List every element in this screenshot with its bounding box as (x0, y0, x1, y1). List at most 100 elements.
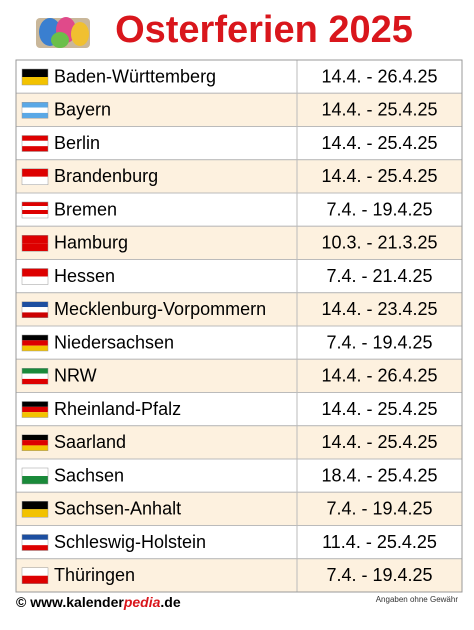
flag-stripe (22, 345, 48, 351)
state-name: Rheinland-Pfalz (54, 399, 181, 419)
state-flag (21, 334, 49, 352)
copyright: © www.kalenderpedia.de (16, 594, 181, 610)
holiday-dates: 18.4. - 25.4.25 (321, 465, 437, 485)
flag-stripe (22, 539, 48, 546)
flag-stripe (22, 406, 48, 413)
title: Osterferien 2025 (115, 9, 413, 51)
disclaimer: Angaben ohne Gewähr (376, 595, 459, 604)
flag-stripe (22, 373, 48, 379)
holiday-dates: 14.4. - 25.4.25 (321, 133, 437, 153)
flag-stripe (22, 307, 48, 313)
table-row (15, 92, 463, 127)
state-flag (21, 201, 49, 219)
flag-border (21, 534, 49, 551)
flag-stripe (22, 340, 48, 346)
flag-stripe (22, 135, 48, 141)
flag-stripe (22, 214, 48, 218)
state-flag (21, 467, 49, 485)
holiday-dates: 14.4. - 25.4.25 (321, 399, 437, 419)
holiday-dates: 14.4. - 25.4.25 (321, 100, 437, 120)
flag-stripe (22, 434, 48, 441)
flag-stripe (22, 412, 48, 418)
flag-stripe (22, 235, 48, 244)
flag-stripe (22, 440, 48, 446)
flag-stripe (22, 301, 48, 308)
flag-stripe (22, 545, 48, 551)
state-name: Saarland (54, 432, 126, 452)
state-flag (21, 102, 49, 119)
state-name: Mecklenburg-Vorpommern (54, 299, 266, 319)
state-flag (21, 135, 49, 152)
state-flag (21, 567, 49, 584)
flag-border (21, 102, 49, 119)
flag-border (21, 235, 49, 252)
table-row (15, 392, 463, 427)
flag-stripe (22, 575, 48, 584)
flag-stripe (22, 276, 48, 285)
flag-stripe (22, 476, 48, 484)
state-name: Thüringen (54, 565, 135, 585)
state-name: NRW (54, 366, 97, 386)
holiday-table: Baden-Württemberg 14.4. - 26.4.25 Bayern 14… (15, 59, 463, 593)
flag-border (21, 201, 49, 219)
state-flag (21, 401, 49, 418)
flag-border (21, 68, 49, 86)
flag-border (21, 168, 49, 185)
flag-stripe (22, 501, 48, 510)
table-row (15, 225, 463, 260)
holiday-dates: 14.4. - 26.4.25 (321, 366, 437, 386)
holiday-dates: 7.4. - 21.4.25 (326, 266, 432, 286)
state-flag (21, 268, 49, 285)
state-flag (21, 301, 49, 318)
holiday-dates: 14.4. - 26.4.25 (321, 66, 437, 86)
table-row (15, 525, 463, 560)
flag-stripe (22, 140, 48, 147)
flag-stripe (22, 77, 48, 85)
site-prefix: © www.kalender (16, 594, 124, 610)
holiday-dates: 7.4. - 19.4.25 (326, 565, 432, 585)
flag-stripe (22, 534, 48, 540)
flag-stripe (22, 243, 48, 252)
flag-stripe (22, 509, 48, 518)
flag-border (21, 368, 49, 385)
holiday-dates: 14.4. - 23.4.25 (321, 299, 437, 319)
flag-stripe (22, 210, 48, 214)
holiday-dates: 10.3. - 21.3.25 (321, 233, 437, 253)
holiday-dates: 11.4. - 25.4.25 (322, 532, 437, 552)
table-border (15, 59, 463, 593)
flag-border (21, 268, 49, 285)
flag-stripe (22, 69, 48, 77)
table-row (15, 292, 463, 327)
flag-stripe (22, 468, 48, 476)
state-flag (21, 368, 49, 385)
flag-stripe (22, 168, 48, 177)
table-row (15, 159, 463, 194)
state-name: Hessen (54, 266, 115, 286)
flag-stripe (22, 335, 48, 341)
flag-stripe (22, 268, 48, 277)
flag-stripe (22, 368, 48, 374)
flag-border (21, 135, 49, 152)
holiday-dates: 14.4. - 25.4.25 (321, 166, 437, 186)
flag-border (21, 301, 49, 318)
easter-eggs-icon (36, 17, 90, 48)
flag-border (21, 501, 49, 518)
flag-stripe (22, 445, 48, 451)
state-flag (21, 168, 49, 185)
state-name: Sachsen-Anhalt (54, 499, 181, 519)
flag-border (21, 434, 49, 451)
state-flag (21, 235, 49, 252)
flag-stripe (22, 206, 48, 210)
table-row (15, 259, 463, 294)
flag-border (21, 567, 49, 584)
state-flag (21, 434, 49, 451)
table-row (15, 558, 463, 593)
flag-border (21, 334, 49, 352)
flag-stripe (22, 112, 48, 119)
flag-stripe (22, 107, 48, 113)
state-name: Sachsen (54, 465, 124, 485)
flag-stripe (22, 176, 48, 185)
flag-stripe (22, 312, 48, 318)
flag-stripe (22, 401, 48, 407)
